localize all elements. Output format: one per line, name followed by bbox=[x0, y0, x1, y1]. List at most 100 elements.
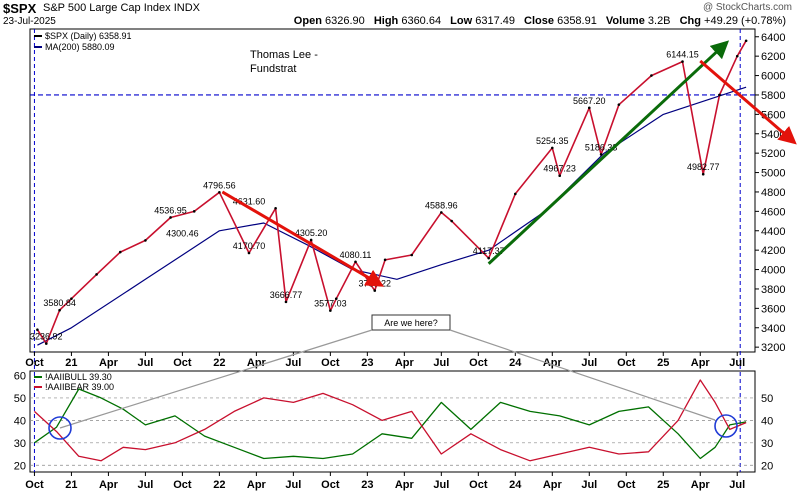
price-y-tick-label: 4200 bbox=[761, 245, 785, 257]
price-y-tick-label: 6200 bbox=[761, 51, 785, 63]
ohlc-stats: Open 6326.90 High 6360.64 Low 6317.49 Cl… bbox=[293, 15, 786, 27]
spx-price-line bbox=[36, 40, 747, 345]
callout-box bbox=[371, 314, 451, 331]
spx-price-point bbox=[329, 309, 332, 312]
x-tick-label-upper: 23 bbox=[361, 357, 373, 369]
spx-price-point bbox=[144, 239, 147, 242]
price-y-tick-label: 3800 bbox=[761, 284, 785, 296]
spx-price-point bbox=[334, 297, 338, 300]
spx-price-point bbox=[118, 250, 122, 254]
x-tick-label: Oct bbox=[321, 479, 340, 491]
author-annotation-line2: Fundstrat bbox=[250, 63, 296, 75]
callout-pointer-right bbox=[449, 329, 716, 421]
spx-price-point bbox=[701, 172, 705, 176]
callout-text: Are we here? bbox=[384, 318, 438, 328]
x-tick-label-upper: 21 bbox=[65, 357, 77, 369]
x-tick-label: Jul bbox=[433, 479, 449, 491]
x-tick-label-upper: Oct bbox=[173, 357, 192, 369]
x-tick-label-upper: Oct bbox=[469, 357, 488, 369]
price-point-label: 4170.70 bbox=[233, 241, 266, 251]
spx-price-point bbox=[550, 146, 554, 150]
red-decline-arrow bbox=[221, 190, 384, 287]
spx-price-point bbox=[450, 219, 453, 223]
price-point-label: 4117.37 bbox=[473, 246, 505, 256]
sentiment-left-tick-label: 40 bbox=[14, 415, 26, 427]
spx-price-point bbox=[558, 174, 561, 178]
price-y-tick-label: 3200 bbox=[761, 342, 785, 354]
spx-price-point bbox=[192, 210, 196, 213]
price-point-label: 4796.56 bbox=[203, 180, 236, 190]
chart-credit: @ StockCharts.com bbox=[702, 2, 792, 13]
index-name: S&P 500 Large Cap Index INDX bbox=[43, 2, 200, 14]
aaii-bear-line bbox=[33, 379, 747, 462]
x-tick-label-upper: Apr bbox=[395, 357, 415, 369]
spx-price-point bbox=[373, 289, 377, 292]
price-y-tick-label: 6400 bbox=[761, 32, 785, 44]
spx-price-point bbox=[681, 60, 684, 63]
sentiment-highlight-circle bbox=[48, 416, 72, 440]
price-point-label: 6144.15 bbox=[666, 50, 699, 60]
spx-price-point bbox=[70, 297, 73, 300]
callout-pointer-left bbox=[59, 329, 373, 429]
spx-price-point bbox=[44, 342, 48, 345]
x-tick-label-upper: Jul bbox=[285, 357, 301, 369]
price-point-label: 3236.92 bbox=[30, 332, 63, 342]
spx-price-point bbox=[58, 308, 61, 312]
ticker-symbol: $SPX bbox=[3, 1, 37, 16]
price-y-tick-label: 3600 bbox=[761, 303, 785, 315]
price-y-tick-label: 5200 bbox=[761, 148, 785, 160]
x-tick-label: 23 bbox=[361, 479, 373, 491]
aaii-bull-line bbox=[34, 388, 747, 460]
spx-price-point bbox=[36, 328, 39, 331]
x-tick-label-upper: Jul bbox=[433, 357, 449, 369]
spx-price-point bbox=[735, 54, 739, 58]
spx-price-point bbox=[354, 260, 357, 264]
spx-price-point bbox=[309, 238, 313, 242]
sentiment-panel-frame bbox=[29, 370, 756, 473]
x-tick-label-upper: Apr bbox=[247, 357, 267, 369]
x-tick-label: 22 bbox=[213, 479, 225, 491]
spx-price-point bbox=[718, 93, 721, 97]
spx-price-point bbox=[744, 39, 748, 43]
spx-price-point bbox=[410, 253, 414, 257]
sentiment-highlight-circle bbox=[714, 414, 738, 438]
chart-date: 23-Jul-2025 bbox=[3, 16, 56, 27]
spx-price-point bbox=[650, 74, 653, 77]
x-tick-label-upper: Oct bbox=[617, 357, 636, 369]
bear-legend-label: !AAIIBEAR 39.00 bbox=[45, 382, 114, 392]
x-tick-label: Oct bbox=[617, 479, 636, 491]
spx-price-point bbox=[247, 251, 251, 255]
x-tick-label: Jul bbox=[729, 479, 745, 491]
x-tick-label: Apr bbox=[543, 479, 563, 491]
sentiment-left-tick-label: 50 bbox=[14, 393, 26, 405]
x-tick-label: Apr bbox=[395, 479, 415, 491]
sentiment-right-tick-label: 50 bbox=[761, 393, 773, 405]
price-point-label: 5186.33 bbox=[585, 142, 618, 152]
x-tick-label-upper: Jul bbox=[137, 357, 153, 369]
x-tick-label: Apr bbox=[99, 479, 119, 491]
price-point-label: 4536.95 bbox=[154, 205, 187, 215]
x-tick-label: Oct bbox=[469, 479, 488, 491]
price-y-tick-label: 6000 bbox=[761, 71, 785, 83]
x-tick-label: Oct bbox=[25, 479, 44, 491]
red-projected-arrow bbox=[699, 59, 797, 145]
bull-legend-label: !AAIIBULL 39.30 bbox=[45, 372, 112, 382]
x-tick-label: 21 bbox=[65, 479, 77, 491]
x-tick-label-upper: Oct bbox=[25, 357, 44, 369]
x-tick-label-upper: Jul bbox=[729, 357, 745, 369]
spx-price-point bbox=[284, 300, 288, 304]
spx-price-point bbox=[383, 258, 387, 262]
price-point-label: 4967.23 bbox=[543, 164, 576, 174]
spx-price-point bbox=[218, 190, 221, 194]
x-tick-label: Jul bbox=[137, 479, 153, 491]
price-point-label: 4982.77 bbox=[687, 162, 720, 172]
author-annotation-line1: Thomas Lee - bbox=[250, 49, 318, 61]
price-y-tick-label: 5000 bbox=[761, 168, 785, 180]
price-point-label: 3666.77 bbox=[270, 290, 303, 300]
price-y-tick-label: 4800 bbox=[761, 187, 785, 199]
price-y-tick-label: 5800 bbox=[761, 90, 785, 102]
price-point-label: 4305.20 bbox=[295, 228, 328, 238]
x-tick-label: Apr bbox=[247, 479, 267, 491]
x-tick-label: Jul bbox=[581, 479, 597, 491]
spx-price-point bbox=[587, 106, 591, 110]
